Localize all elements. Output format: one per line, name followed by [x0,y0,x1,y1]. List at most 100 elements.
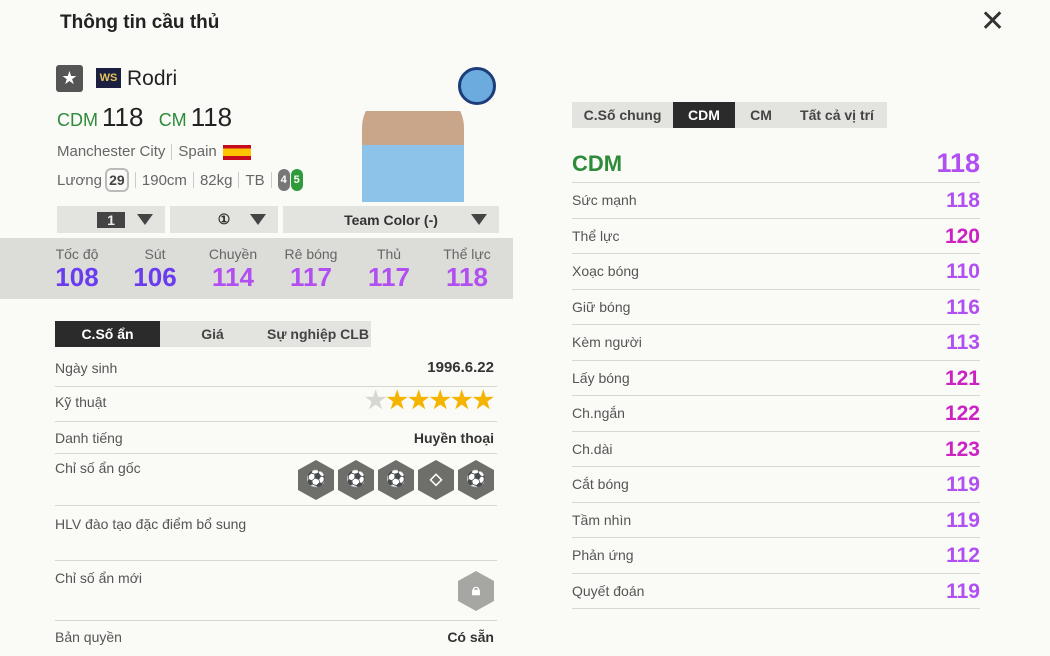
attribute-label: Cắt bóng [572,476,629,492]
new-traits-label: Chỉ số ẩn mới [55,570,142,586]
tab-general[interactable]: C.Số chung [572,102,673,128]
attribute-label: Xoạc bóng [572,263,639,279]
license-value: Có sẵn [447,629,494,645]
birth-label: Ngày sinh [55,360,118,376]
close-icon[interactable]: ✕ [980,5,1006,38]
tab-hidden-stats[interactable]: C.Số ẩn [55,321,160,347]
coach-label: HLV đào tạo đặc điểm bổ sung [55,516,247,532]
main-stat-label: Sút [144,246,166,262]
main-stat: Tốc độ 108 [38,238,116,299]
left-foot-icon: 4 [277,169,290,191]
tab-cm[interactable]: CM [735,102,787,128]
attribute-row: Xoạc bóng 110 [572,254,980,290]
salary-label: Lương [57,171,102,189]
body-type: TB [245,171,265,189]
attribute-row: Giữ bóng 116 [572,290,980,325]
attribute-value: 113 [946,331,980,354]
coach-row: HLV đào tạo đặc điểm bổ sung [55,506,497,561]
attribute-label: Quyết đoán [572,582,645,599]
main-stat: Rê bóng 117 [272,238,350,299]
upgrade-dropdown[interactable]: ① [170,206,278,233]
height: 190cm [141,171,187,189]
tab-price[interactable]: Giá [160,321,265,347]
license-label: Bản quyền [55,629,122,645]
position-label: CM [158,110,187,130]
page-title: Thông tin cầu thủ [60,12,220,33]
main-stat-value: 114 [212,262,254,292]
position-ovr: 118 [190,102,233,132]
attribute-label: Giữ bóng [572,298,631,315]
favorite-star-button[interactable]: ★ [56,65,83,92]
attribute-value: 121 [944,366,980,390]
tab-all-positions[interactable]: Tất cả vị trí [787,102,887,128]
license-row: Bản quyền Có sẵn [55,621,497,656]
traits-icons: ⚽ ⚽ ⚽ ◇ ⚽ [294,460,494,500]
star-icon: ★ [450,387,473,414]
chevron-down-icon [471,214,487,225]
left-tabs: C.Số ẩn Giá Sự nghiệp CLB [55,321,371,347]
long-pass-icon[interactable]: ⚽ [458,460,494,500]
position-label: CDM [57,110,98,130]
player-photo [362,88,464,202]
main-stat-value: 117 [368,262,410,292]
attribute-value: 123 [944,437,980,461]
attribute-label: Sức mạnh [572,192,637,208]
outside-curl-icon[interactable]: ⚽ [338,460,374,500]
attribute-row: Phản ứng 112 [572,538,980,574]
club-nation: Manchester City Spain [57,143,251,161]
attribute-label: Ch.ngắn [572,405,625,421]
main-stat-value: 118 [446,262,488,292]
attribute-row: Cắt bóng 119 [572,467,980,503]
chevron-down-icon [137,214,153,225]
attribute-label: Ch.dài [572,440,613,457]
diamond-icon[interactable]: ◇ [418,460,454,500]
attribute-value: 110 [946,260,980,283]
main-stat-label: Thủ [376,246,402,262]
attribute-value: 122 [944,402,980,425]
power-header-icon[interactable]: ⚽ [298,460,334,500]
attribute-row: Ch.dài 123 [572,432,980,467]
position-header-label: CDM [572,151,623,176]
main-stat-label: Tốc độ [55,246,99,262]
new-traits-row: Chỉ số ẩn mới 🔒︎ [55,561,497,621]
lock-icon[interactable]: 🔒︎ [458,571,494,611]
birth-row: Ngày sinh 1996.6.22 [55,356,497,387]
long-shot-icon[interactable]: ⚽ [378,460,414,500]
level-dropdown[interactable]: 1 [57,206,165,233]
main-stats: Tốc độ 108 Sút 106 Chuyền 114 Rê bóng 117 Thủ 117… [0,238,513,299]
position-header-row: CDM 118 [572,146,980,183]
tab-club-career[interactable]: Sự nghiệp CLB [265,321,371,347]
main-stat: Chuyền 114 [194,238,272,299]
player-name: Rodri [127,67,178,90]
tab-cdm[interactable]: CDM [673,102,735,128]
skill-row: Kỹ thuật ★★★★★★ [55,387,497,422]
weight: 82kg [199,171,233,189]
team-color-value: Team Color (-) [344,211,438,228]
birth-value: 1996.6.22 [427,359,494,376]
traits-row: Chỉ số ẩn gốc ⚽ ⚽ ⚽ ◇ ⚽ [55,454,497,506]
main-stat-value: 117 [290,262,332,292]
main-stat-label: Thể lực [443,246,491,262]
fame-value: Huyền thoại [413,430,494,446]
main-stat: Thể lực 118 [428,238,506,299]
team-color-dropdown[interactable]: Team Color (-) [283,206,499,233]
main-stat: Thủ 117 [350,238,428,299]
salary-badge: 29 [104,168,129,192]
attribute-value: 119 [946,508,980,532]
star-icon: ★ [364,387,387,414]
main-stat-label: Chuyền [208,246,258,262]
position-ovr: 118 [102,102,144,132]
player-info: Lương 29 190cm 82kg TB 4 5 [57,168,303,192]
main-stat-label: Rê bóng [284,246,338,262]
attribute-label: Lấy bóng [572,369,630,386]
attribute-value: 120 [944,224,980,248]
attribute-row: Ch.ngắn 122 [572,396,980,432]
attribute-value: 112 [946,544,980,567]
attribute-label: Thể lực [572,227,620,244]
attribute-row: Quyết đoán 119 [572,574,980,609]
fame-label: Danh tiếng [55,430,123,446]
right-tabs: C.Số chung CDM CM Tất cả vị trí [572,102,887,128]
attribute-label: Tầm nhìn [572,511,632,528]
season-badge: WS [96,68,121,88]
club-name: Manchester City [57,143,166,160]
